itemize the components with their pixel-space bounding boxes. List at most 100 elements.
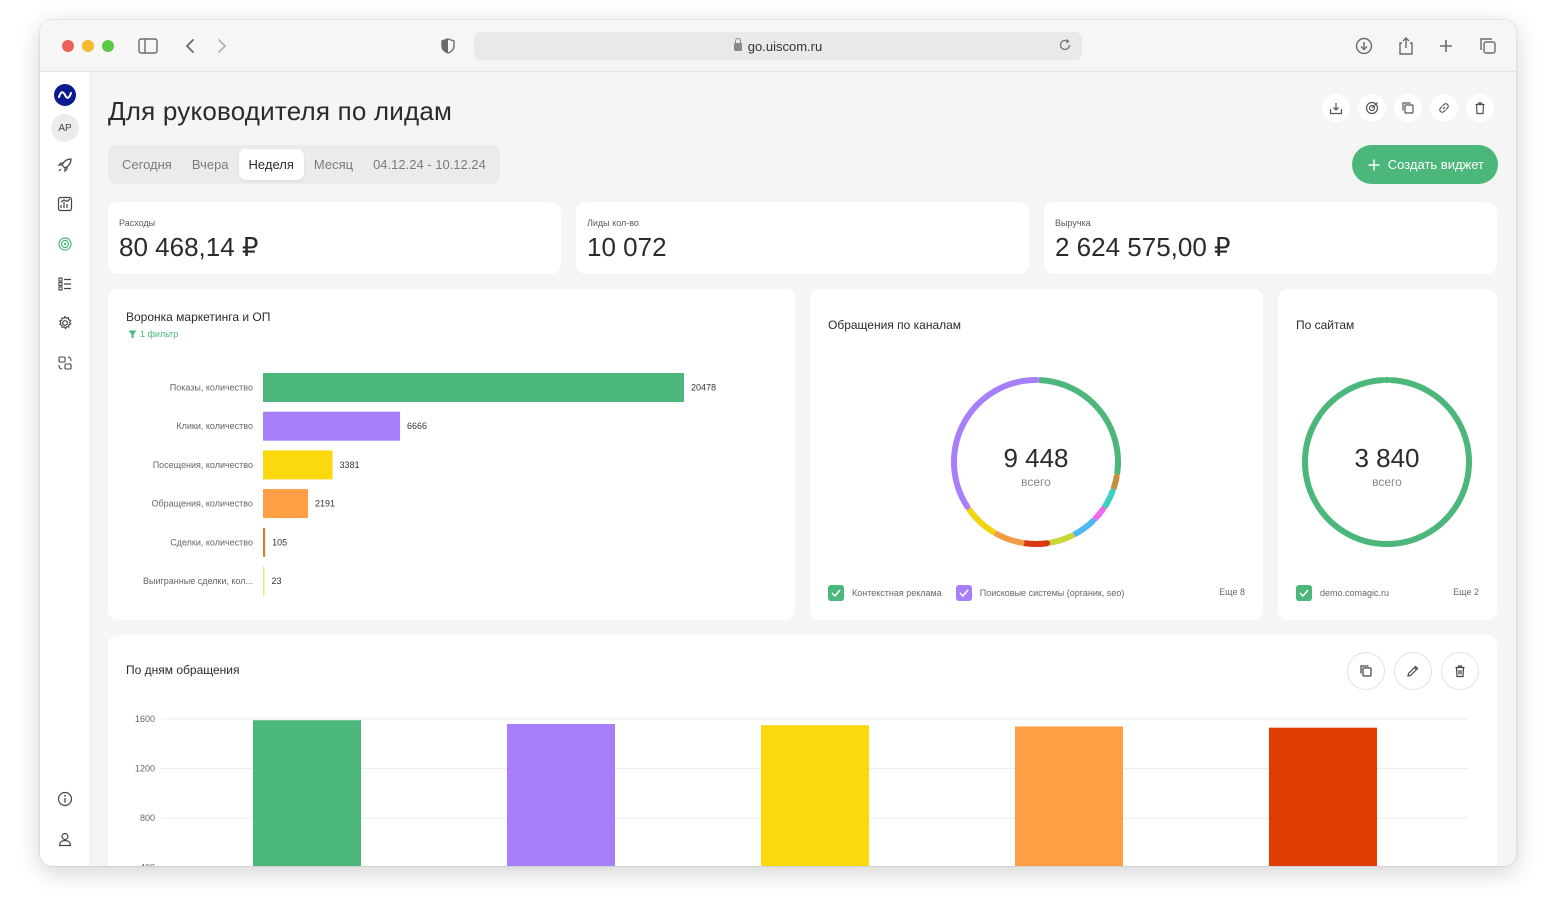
donut-segment[interactable] [1110, 473, 1120, 491]
widget-controls [1347, 652, 1479, 690]
daily-bar[interactable] [761, 725, 869, 866]
y-tick-label: 1600 [135, 714, 155, 724]
donut-segment[interactable] [1101, 488, 1116, 510]
close-window-button[interactable] [62, 40, 74, 52]
page-title: Для руководителя по лидам [108, 96, 453, 126]
app-logo[interactable] [54, 84, 76, 106]
kpi-label: Расходы [119, 218, 156, 228]
daily-bar[interactable] [507, 723, 615, 866]
info-icon[interactable] [53, 787, 77, 811]
donut-segment[interactable] [966, 506, 996, 535]
donut-segment[interactable] [1047, 532, 1075, 546]
funnel-bar[interactable] [263, 489, 309, 519]
period-today[interactable]: Сегодня [122, 157, 172, 172]
daily-bar-chart: 1600 1200 800 400 [135, 714, 1468, 867]
sidebar-toggle-icon[interactable] [136, 34, 160, 58]
funnel-value-label: 3381 [340, 460, 360, 470]
period-week[interactable]: Неделя [238, 149, 304, 180]
copy-widget-button[interactable] [1347, 652, 1385, 690]
period-yesterday[interactable]: Вчера [191, 157, 229, 172]
copy-dashboard-button[interactable] [1394, 94, 1422, 122]
minimize-window-button[interactable] [82, 40, 94, 52]
period-month[interactable]: Месяц [313, 157, 354, 172]
reload-icon[interactable] [1058, 38, 1074, 54]
app-sidebar: AP [40, 72, 91, 866]
chart-legend: demo.comagic.ru [1296, 585, 1389, 601]
filter-label: 1 фильтр [140, 329, 179, 339]
donut-segment[interactable] [1037, 377, 1121, 476]
sync-icon[interactable] [53, 351, 77, 375]
sites-widget[interactable]: По сайтам 3 840 всего demo.comagic.ru Ещ… [1278, 289, 1497, 620]
download-icon[interactable] [1352, 34, 1376, 58]
funnel-bar[interactable] [263, 566, 265, 596]
legend-more-link[interactable]: Еще 2 [1453, 587, 1479, 597]
channels-donut-chart: 9 448 всего [951, 377, 1121, 547]
y-tick-label: 400 [140, 863, 155, 867]
link-button[interactable] [1430, 94, 1458, 122]
channels-widget[interactable]: Обращения по каналам 9 448 всего Контекс… [810, 289, 1263, 620]
goals-button[interactable] [1358, 94, 1386, 122]
sites-icon[interactable] [53, 232, 77, 256]
browser-window: go.uiscom.ru AP [40, 20, 1516, 866]
create-widget-button[interactable]: Создать виджет [1351, 145, 1498, 184]
donut-segment[interactable] [1022, 540, 1051, 547]
funnel-category-label: Показы, количество [170, 383, 253, 393]
funnel-value-label: 2191 [315, 499, 335, 509]
donut-segment[interactable] [951, 377, 1040, 510]
donut-segment[interactable] [992, 530, 1025, 546]
period-custom-range[interactable]: 04.12.24 - 10.12.24 [373, 157, 486, 172]
kpi-value: 2 624 575,00 ₽ [1055, 232, 1231, 262]
filter-indicator[interactable]: 1 фильтр [128, 329, 178, 339]
donut-segment[interactable] [1302, 377, 1472, 547]
list-icon[interactable] [53, 272, 77, 296]
gear-icon[interactable] [53, 311, 77, 335]
donut-total-label: всего [1021, 475, 1051, 489]
funnel-bar[interactable] [263, 411, 401, 441]
new-tab-icon[interactable] [1434, 34, 1458, 58]
funnel-bar[interactable] [263, 527, 266, 557]
funnel-bar[interactable] [263, 450, 333, 480]
legend-more-link[interactable]: Еще 8 [1219, 587, 1245, 597]
kpi-card-revenue[interactable]: Выручка 2 624 575,00 ₽ [1044, 202, 1497, 274]
legend-checkbox[interactable] [1296, 585, 1312, 601]
donut-total: 3 840 [1354, 443, 1419, 473]
edit-widget-button[interactable] [1394, 652, 1432, 690]
analytics-icon[interactable] [53, 192, 77, 216]
legend-checkbox[interactable] [955, 585, 972, 601]
funnel-value-label: 23 [272, 576, 282, 586]
privacy-shield-icon[interactable] [436, 34, 460, 58]
avatar[interactable]: AP [51, 114, 79, 142]
delete-widget-button[interactable] [1441, 652, 1479, 690]
funnel-category-label: Обращения, количество [152, 499, 253, 509]
user-icon[interactable] [53, 827, 77, 851]
daily-bar[interactable] [253, 720, 361, 866]
funnel-bar[interactable] [263, 373, 684, 402]
funnel-category-label: Посещения, количество [153, 460, 253, 470]
legend-label: Поисковые системы (органик, seo) [979, 588, 1125, 598]
funnel-category-label: Клики, количество [176, 421, 253, 431]
daily-bar[interactable] [1269, 727, 1377, 866]
kpi-card-expenses[interactable]: Расходы 80 468,14 ₽ [108, 202, 561, 274]
delete-dashboard-button[interactable] [1466, 94, 1494, 122]
lock-icon [733, 38, 742, 51]
url-text: go.uiscom.ru [747, 38, 823, 54]
tabs-overview-icon[interactable] [1476, 34, 1500, 58]
donut-segment[interactable] [1071, 518, 1096, 538]
donut-total: 9 448 [1003, 443, 1068, 473]
forward-icon[interactable] [210, 34, 234, 58]
daily-widget[interactable]: По дням обращения 1600 1200 800 400 [108, 635, 1497, 866]
donut-segment[interactable] [1092, 506, 1106, 522]
trash-icon [1455, 665, 1465, 678]
daily-bar[interactable] [1015, 726, 1123, 866]
kpi-card-leads[interactable]: Лиды кол-во 10 072 [576, 202, 1029, 274]
dashboard-main: Для руководителя по лидам Сегодня Вчера … [91, 72, 1516, 866]
share-icon[interactable] [1394, 34, 1418, 58]
address-bar[interactable]: go.uiscom.ru [474, 32, 1082, 60]
funnel-widget[interactable]: Воронка маркетинга и ОП 1 фильтр Показы,… [108, 289, 795, 620]
legend-checkbox[interactable] [828, 585, 844, 601]
maximize-window-button[interactable] [102, 40, 114, 52]
check-icon [959, 589, 969, 597]
export-button[interactable] [1322, 94, 1350, 122]
back-icon[interactable] [178, 34, 202, 58]
rocket-icon[interactable] [53, 153, 77, 177]
